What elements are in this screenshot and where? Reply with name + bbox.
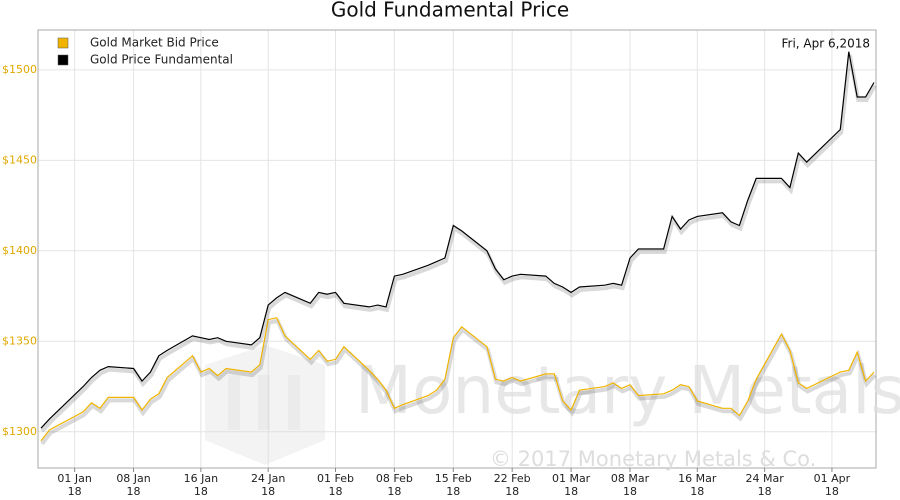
- x-tick-label: 16 Mar 18: [678, 472, 717, 498]
- line: [40, 51, 875, 429]
- x-tick-label: 08 Feb 18: [375, 472, 413, 498]
- legend-swatch: [57, 54, 69, 66]
- legend-swatch: [57, 37, 69, 49]
- x-tick-label: 01 Jan 18: [57, 472, 92, 498]
- plot-frame: [37, 29, 877, 469]
- x-tick-label: 15 Feb 18: [434, 472, 472, 498]
- y-tick-label: $1400: [2, 244, 37, 257]
- grid: [38, 30, 876, 468]
- y-tick-label: $1300: [2, 425, 37, 438]
- x-tick-label: 24 Jan 18: [250, 472, 286, 498]
- x-tick-label: 08 Mar 18: [610, 472, 650, 498]
- chart-title: Gold Fundamental Price: [331, 0, 569, 22]
- x-tick-label: 01 Mar 18: [551, 472, 591, 498]
- y-tick-label: $1350: [2, 334, 37, 347]
- x-tick-label: 01 Apr 18: [813, 472, 851, 498]
- legend-label: Gold Price Fundamental: [90, 53, 233, 67]
- watermark: Monetary Metals: [355, 352, 900, 429]
- x-tick-label: 01 Feb 18: [316, 472, 354, 498]
- x-tick-label: 16 Jan 18: [183, 472, 219, 498]
- y-tick-label: $1500: [2, 63, 37, 76]
- legend-label: Gold Market Bid Price: [90, 36, 219, 50]
- annotation: Fri, Apr 6,2018: [782, 37, 871, 51]
- x-tick-label: 22 Feb 18: [493, 472, 531, 498]
- y-tick-label: $1450: [2, 153, 37, 166]
- x-tick-label: 08 Jan 18: [116, 472, 151, 498]
- x-tick-label: 24 Mar 18: [745, 472, 784, 498]
- line-shadow: [40, 54, 877, 433]
- watermark-logo: [205, 345, 325, 465]
- line: [40, 317, 875, 442]
- copyright: © 2017 Monetary Metals & Co.: [490, 447, 816, 471]
